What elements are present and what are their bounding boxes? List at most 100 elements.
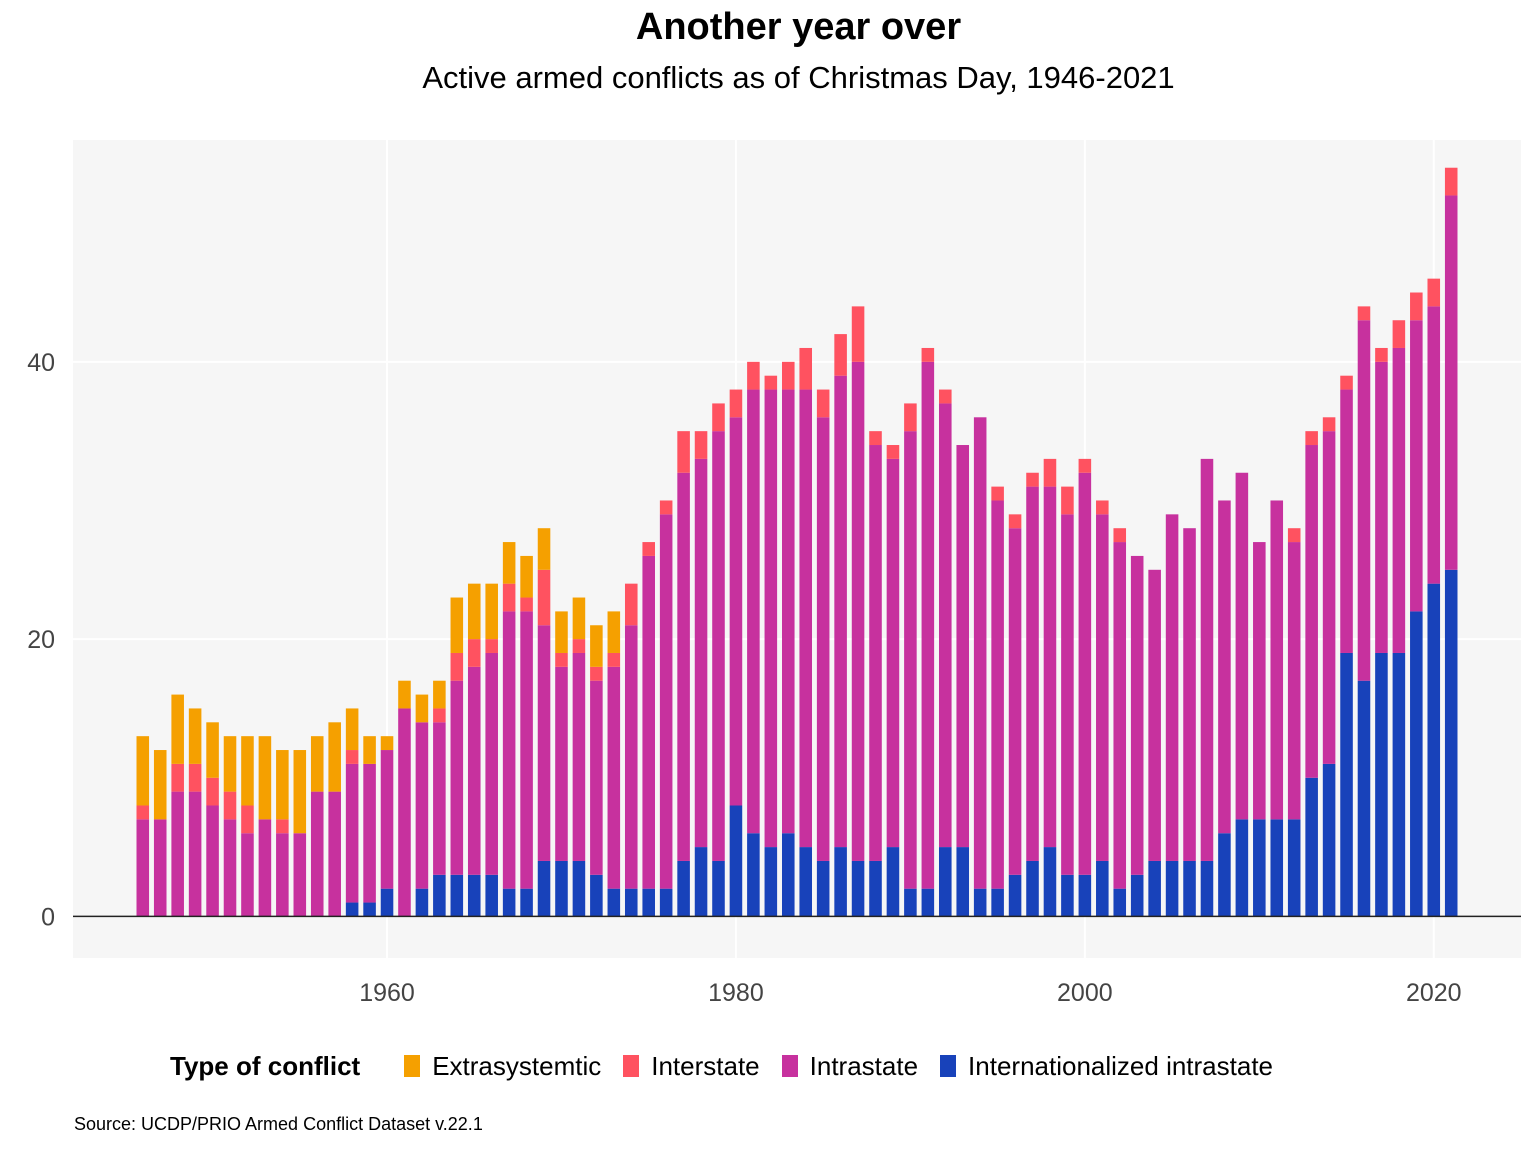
legend-swatch-intrastate (781, 1055, 798, 1077)
bar-segment (1061, 874, 1074, 917)
bar-segment (607, 652, 621, 667)
bar-segment (1130, 874, 1144, 917)
bar-segment (380, 750, 394, 889)
bar-segment (223, 736, 237, 792)
bar-segment (1287, 528, 1301, 543)
bar-segment (1200, 458, 1214, 861)
bar-segment (328, 722, 341, 792)
bar-segment (258, 819, 272, 917)
bar-segment (904, 403, 917, 432)
bar-segment (956, 847, 970, 917)
bar-segment (921, 347, 935, 362)
bar-segment (258, 736, 272, 820)
bar-segment (642, 542, 655, 556)
bar-segment (241, 805, 254, 834)
bar-segment (206, 777, 219, 806)
bar-segment (973, 888, 987, 917)
bar-segment (1026, 486, 1039, 861)
bar-segment (939, 389, 952, 404)
bar-segment (572, 639, 586, 653)
bar-segment (590, 680, 603, 875)
bar-segment (659, 514, 673, 889)
legend-swatch-internationalized-intrastate (940, 1055, 957, 1077)
bar-segment (450, 652, 464, 681)
bar-segment (869, 860, 882, 917)
bar-segment (956, 445, 970, 848)
bar-segment (834, 334, 847, 376)
bar-segment (1340, 652, 1353, 917)
bar-segment (590, 625, 603, 667)
legend-label-extrasystemic: Extrasystemtic (432, 1050, 602, 1081)
bar-segment (921, 361, 935, 889)
bar-segment (869, 445, 882, 861)
bar-segment (1427, 306, 1441, 584)
bar-segment (1357, 306, 1371, 321)
bar-segment (1427, 583, 1441, 917)
bar-segment (764, 375, 778, 390)
bar-segment (939, 847, 952, 917)
bar-segment (171, 763, 184, 792)
bar-segment (729, 805, 743, 917)
bar-segment (607, 888, 621, 917)
bar-segment (973, 417, 987, 889)
bar-segment (380, 888, 394, 917)
bar-segment (345, 708, 359, 751)
bar-segment (1026, 472, 1039, 487)
bar-segment (398, 680, 411, 709)
bar-segment (433, 708, 446, 723)
bar-segment (747, 389, 760, 834)
bar-segment (276, 750, 289, 820)
bar-segment (363, 902, 376, 917)
bar-segment (747, 361, 760, 390)
bar-segment (799, 389, 813, 848)
bar-segment (1253, 819, 1266, 917)
bar-segment (1113, 542, 1127, 889)
legend-item-internationalized-intrastate: Internationalized intrastate (940, 1051, 1273, 1082)
bar-segment (834, 375, 847, 848)
legend-title: Type of conflict (170, 1050, 361, 1081)
bar-segment (1270, 819, 1284, 917)
bar-segment (241, 736, 254, 806)
bar-segment (764, 389, 778, 848)
bar-segment (153, 750, 167, 820)
x-tick-label: 1960 (359, 979, 415, 1007)
bar-segment (223, 791, 237, 820)
legend-item-intrastate: Intrastate (781, 1051, 918, 1082)
bar-segment (1130, 555, 1144, 875)
bar-segment (816, 389, 830, 418)
bar-segment (729, 417, 743, 806)
bar-segment (851, 361, 865, 861)
chart-subtitle: Active armed conflicts as of Christmas D… (422, 60, 1175, 95)
bar-segment (572, 652, 586, 861)
bar-segment (694, 458, 708, 848)
bar-segment (502, 611, 516, 889)
bar-segment (345, 750, 359, 764)
bar-segment (1113, 888, 1127, 917)
bar-segment (1096, 514, 1109, 861)
bar-segment (677, 860, 690, 917)
bar-segment (1410, 611, 1423, 917)
bar-segment (921, 888, 935, 917)
bar-segment (450, 680, 464, 875)
bar-segment (293, 833, 307, 917)
bar-segment (223, 819, 237, 917)
bar-segment (1061, 486, 1074, 515)
bar-segment (398, 708, 411, 917)
bar-segment (485, 652, 498, 875)
bar-segment (781, 361, 795, 390)
bar-segment (1444, 167, 1458, 196)
bar-segment (1287, 819, 1301, 917)
bar-segment (1218, 833, 1231, 917)
bar-segment (677, 472, 690, 861)
bar-segment (799, 847, 813, 917)
bar-segment (485, 874, 498, 917)
bar-segment (415, 888, 429, 917)
bar-segment (1427, 278, 1441, 307)
bar-segment (310, 736, 324, 792)
bar-segment (363, 736, 376, 764)
bar-segment (729, 389, 743, 418)
bar-segment (1357, 320, 1371, 681)
bar-segment (502, 542, 516, 584)
bar-segment (991, 888, 1004, 917)
bar-segment (1183, 528, 1196, 861)
